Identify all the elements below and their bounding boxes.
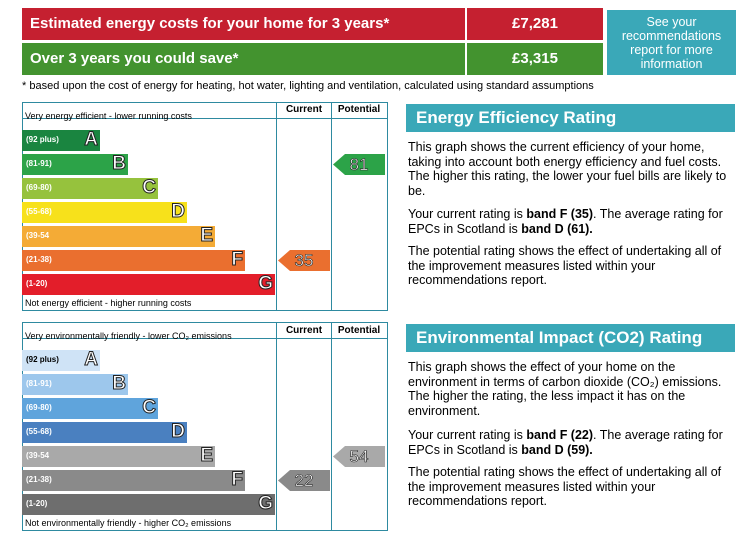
env-paragraph-2: Your current rating is band F (22). The … [408, 428, 723, 457]
energy-col-potential: Potential [337, 104, 381, 115]
energy-band-range: (69-80) [26, 183, 52, 192]
env-band-range: (21-38) [26, 475, 52, 484]
energy-band-range: (1-20) [26, 279, 48, 288]
energy-band-g: (1-20) G [22, 273, 275, 295]
energy-band-letter: G [258, 273, 274, 295]
energy-band-f: (21-38) F [22, 249, 245, 271]
env-band-range: (1-20) [26, 499, 48, 508]
env-band-a: (92 plus) A [22, 349, 100, 371]
energy-band-range: (92 plus) [26, 135, 59, 144]
env-paragraph-1: This graph shows the effect of your home… [408, 360, 722, 418]
energy-col-current: Current [285, 104, 323, 115]
save-label: Over 3 years you could save* [30, 50, 239, 67]
env-band-g: (1-20) G [22, 493, 275, 515]
env-band-e: (39-54 E [22, 445, 215, 467]
energy-band-letter: D [171, 201, 186, 223]
env-band-letter: D [171, 421, 186, 443]
energy-band-letter: B [112, 153, 127, 175]
env-paragraph-3: The potential rating shows the effect of… [408, 465, 722, 508]
env-band-range: (69-80) [26, 403, 52, 412]
env-band-range: (81-91) [26, 379, 52, 388]
energy-paragraph-3: The potential rating shows the effect of… [408, 244, 722, 287]
energy-chart: Current Potential Very energy efficient … [22, 102, 388, 312]
env-band-letter: F [231, 469, 244, 491]
env-top-caption: Very environmentally friendly - lower CO… [25, 331, 232, 341]
env-title: Environmental Impact (CO2) Rating [406, 324, 735, 352]
energy-band-e: (39-54 E [22, 225, 215, 247]
env-col-potential: Potential [337, 325, 381, 336]
energy-title: Energy Efficiency Rating [406, 104, 735, 132]
energy-band-a: (92 plus) A [22, 129, 100, 151]
save-label-cell: Over 3 years you could save* [22, 43, 465, 75]
energy-paragraph-1: This graph shows the current efficiency … [408, 140, 727, 198]
env-band-range: (55-68) [26, 427, 52, 436]
env-potential-arrow: 54 [333, 446, 385, 467]
energy-band-letter: E [200, 225, 214, 247]
energy-band-range: (81-91) [26, 159, 52, 168]
env-col-current: Current [285, 325, 323, 336]
energy-band-range: (21-38) [26, 255, 52, 264]
env-chart: Current Potential Very environmentally f… [22, 322, 388, 532]
costs-value: £7,281 [512, 15, 558, 32]
energy-band-range: (39-54 [26, 231, 50, 240]
energy-bottom-caption: Not energy efficient - higher running co… [25, 298, 192, 308]
env-band-letter: C [142, 397, 157, 419]
energy-band-d: (55-68) D [22, 201, 187, 223]
energy-top-caption: Very energy efficient - lower running co… [25, 111, 192, 121]
env-band-range: (39-54 [26, 451, 50, 460]
energy-band-c: (69-80) C [22, 177, 158, 199]
costs-label-cell: Estimated energy costs for your home for… [22, 8, 465, 40]
env-band-range: (92 plus) [26, 355, 59, 364]
env-band-c: (69-80) C [22, 397, 158, 419]
save-value: £3,315 [512, 50, 558, 67]
env-current-arrow: 22 [278, 470, 330, 491]
save-value-cell: £3,315 [467, 43, 603, 75]
footnote: * based upon the cost of energy for heat… [22, 80, 594, 92]
env-band-letter: A [84, 349, 99, 371]
energy-current-arrow: 35 [278, 250, 330, 271]
costs-value-cell: £7,281 [467, 8, 603, 40]
energy-band-b: (81-91) B [22, 153, 128, 175]
env-bottom-caption: Not environmentally friendly - higher CO… [25, 518, 232, 528]
energy-band-range: (55-68) [26, 207, 52, 216]
env-band-d: (55-68) D [22, 421, 187, 443]
env-band-letter: E [200, 445, 214, 467]
energy-potential-arrow: 81 [333, 154, 385, 175]
env-band-letter: B [112, 373, 127, 395]
energy-band-letter: C [142, 177, 157, 199]
energy-band-letter: F [231, 249, 244, 271]
energy-paragraph-2: Your current rating is band F (35). The … [408, 207, 723, 236]
energy-band-letter: A [84, 129, 99, 151]
env-band-b: (81-91) B [22, 373, 128, 395]
env-band-f: (21-38) F [22, 469, 245, 491]
costs-label: Estimated energy costs for your home for… [30, 15, 390, 32]
env-band-letter: G [258, 493, 274, 515]
see-recommendations-box[interactable]: See your recommendations report for more… [607, 10, 736, 75]
